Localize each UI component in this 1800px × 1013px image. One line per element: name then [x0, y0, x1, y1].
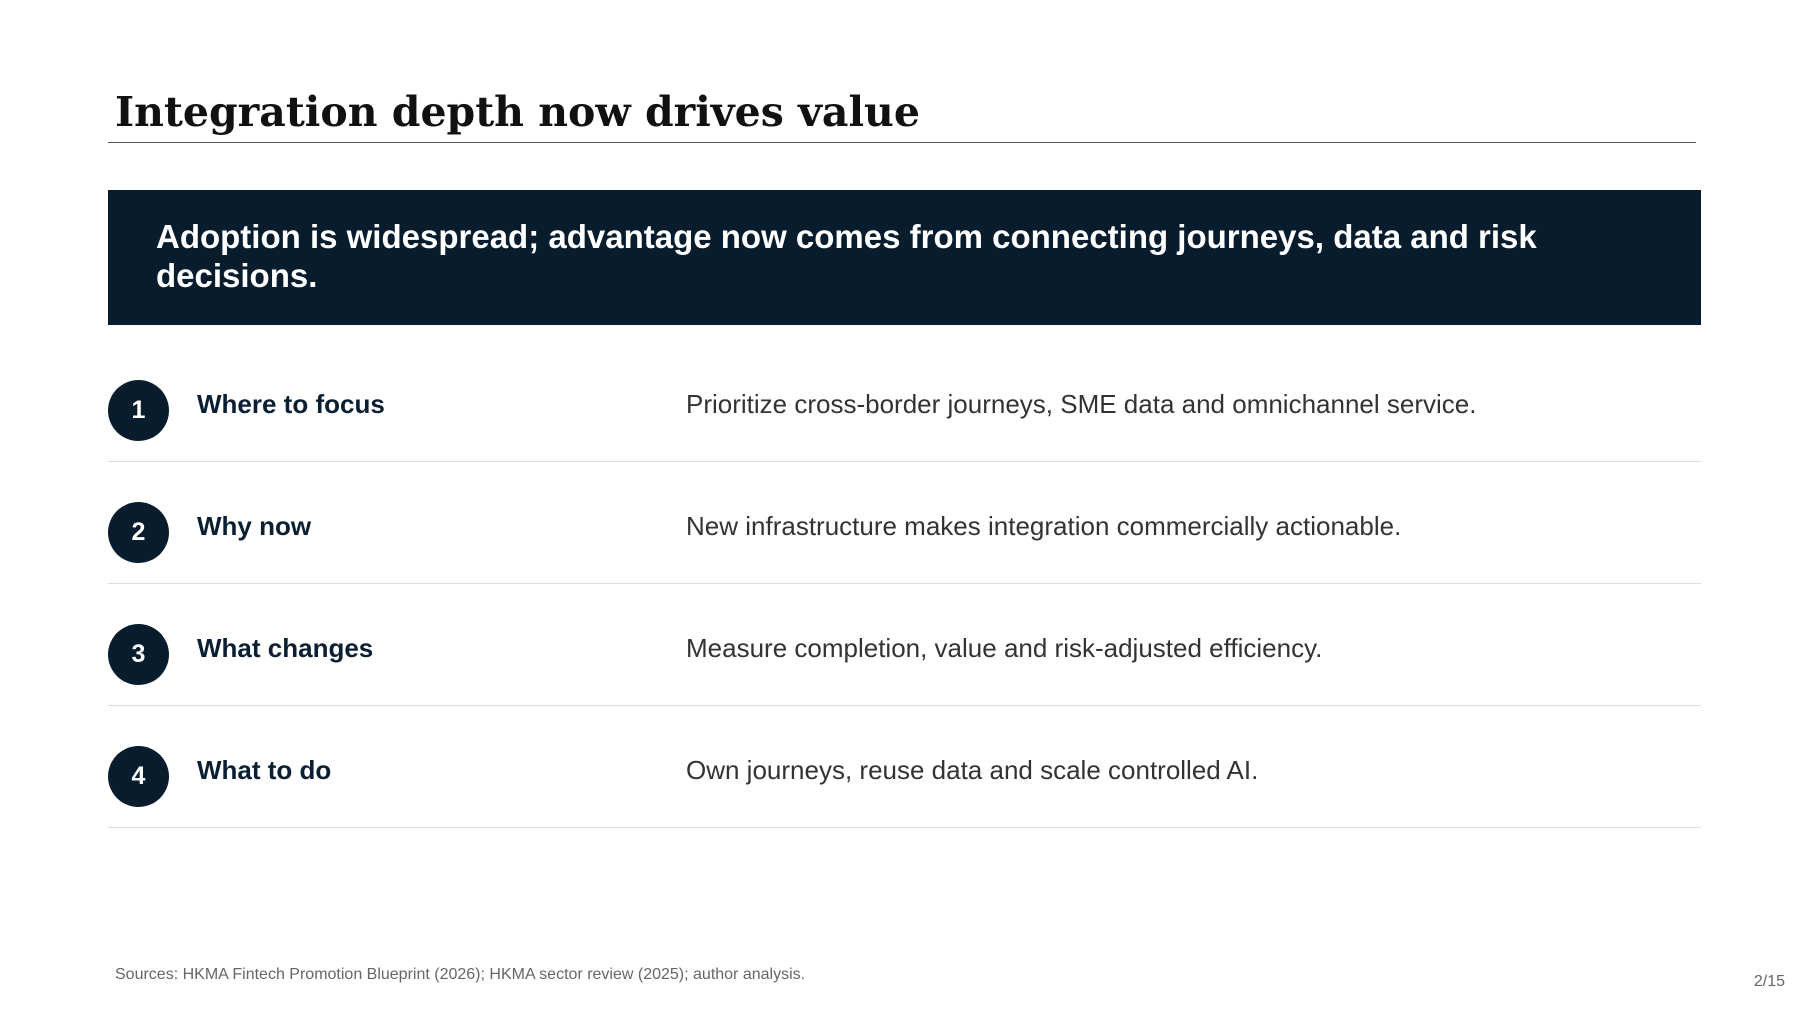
takeaway-row: 4 What to do Own journeys, reuse data an… — [108, 706, 1701, 828]
takeaway-row: 3 What changes Measure completion, value… — [108, 584, 1701, 706]
takeaway-description: Prioritize cross-border journeys, SME da… — [686, 389, 1477, 419]
number-badge: 3 — [108, 624, 169, 685]
takeaway-label: What to do — [197, 755, 332, 785]
takeaway-label: What changes — [197, 633, 374, 663]
title-divider — [108, 142, 1696, 143]
page-number: 2/15 — [1753, 973, 1785, 990]
number-badge: 2 — [108, 502, 169, 563]
key-message-text: Adoption is widespread; advantage now co… — [156, 218, 1537, 294]
sources-footnote: Sources: HKMA Fintech Promotion Blueprin… — [115, 966, 806, 983]
number-badge: 1 — [108, 380, 169, 441]
takeaway-list: 1 Where to focus Prioritize cross-border… — [108, 340, 1701, 828]
key-message-banner: Adoption is widespread; advantage now co… — [108, 190, 1701, 325]
takeaway-description: Own journeys, reuse data and scale contr… — [686, 755, 1259, 785]
takeaway-label: Why now — [197, 511, 312, 541]
takeaway-description: New infrastructure makes integration com… — [686, 511, 1402, 541]
takeaway-label: Where to focus — [197, 389, 385, 419]
takeaway-row: 1 Where to focus Prioritize cross-border… — [108, 340, 1701, 462]
number-badge: 4 — [108, 746, 169, 807]
slide-title: Integration depth now drives value — [115, 88, 920, 136]
takeaway-row: 2 Why now New infrastructure makes integ… — [108, 462, 1701, 584]
takeaway-description: Measure completion, value and risk-adjus… — [686, 633, 1323, 663]
